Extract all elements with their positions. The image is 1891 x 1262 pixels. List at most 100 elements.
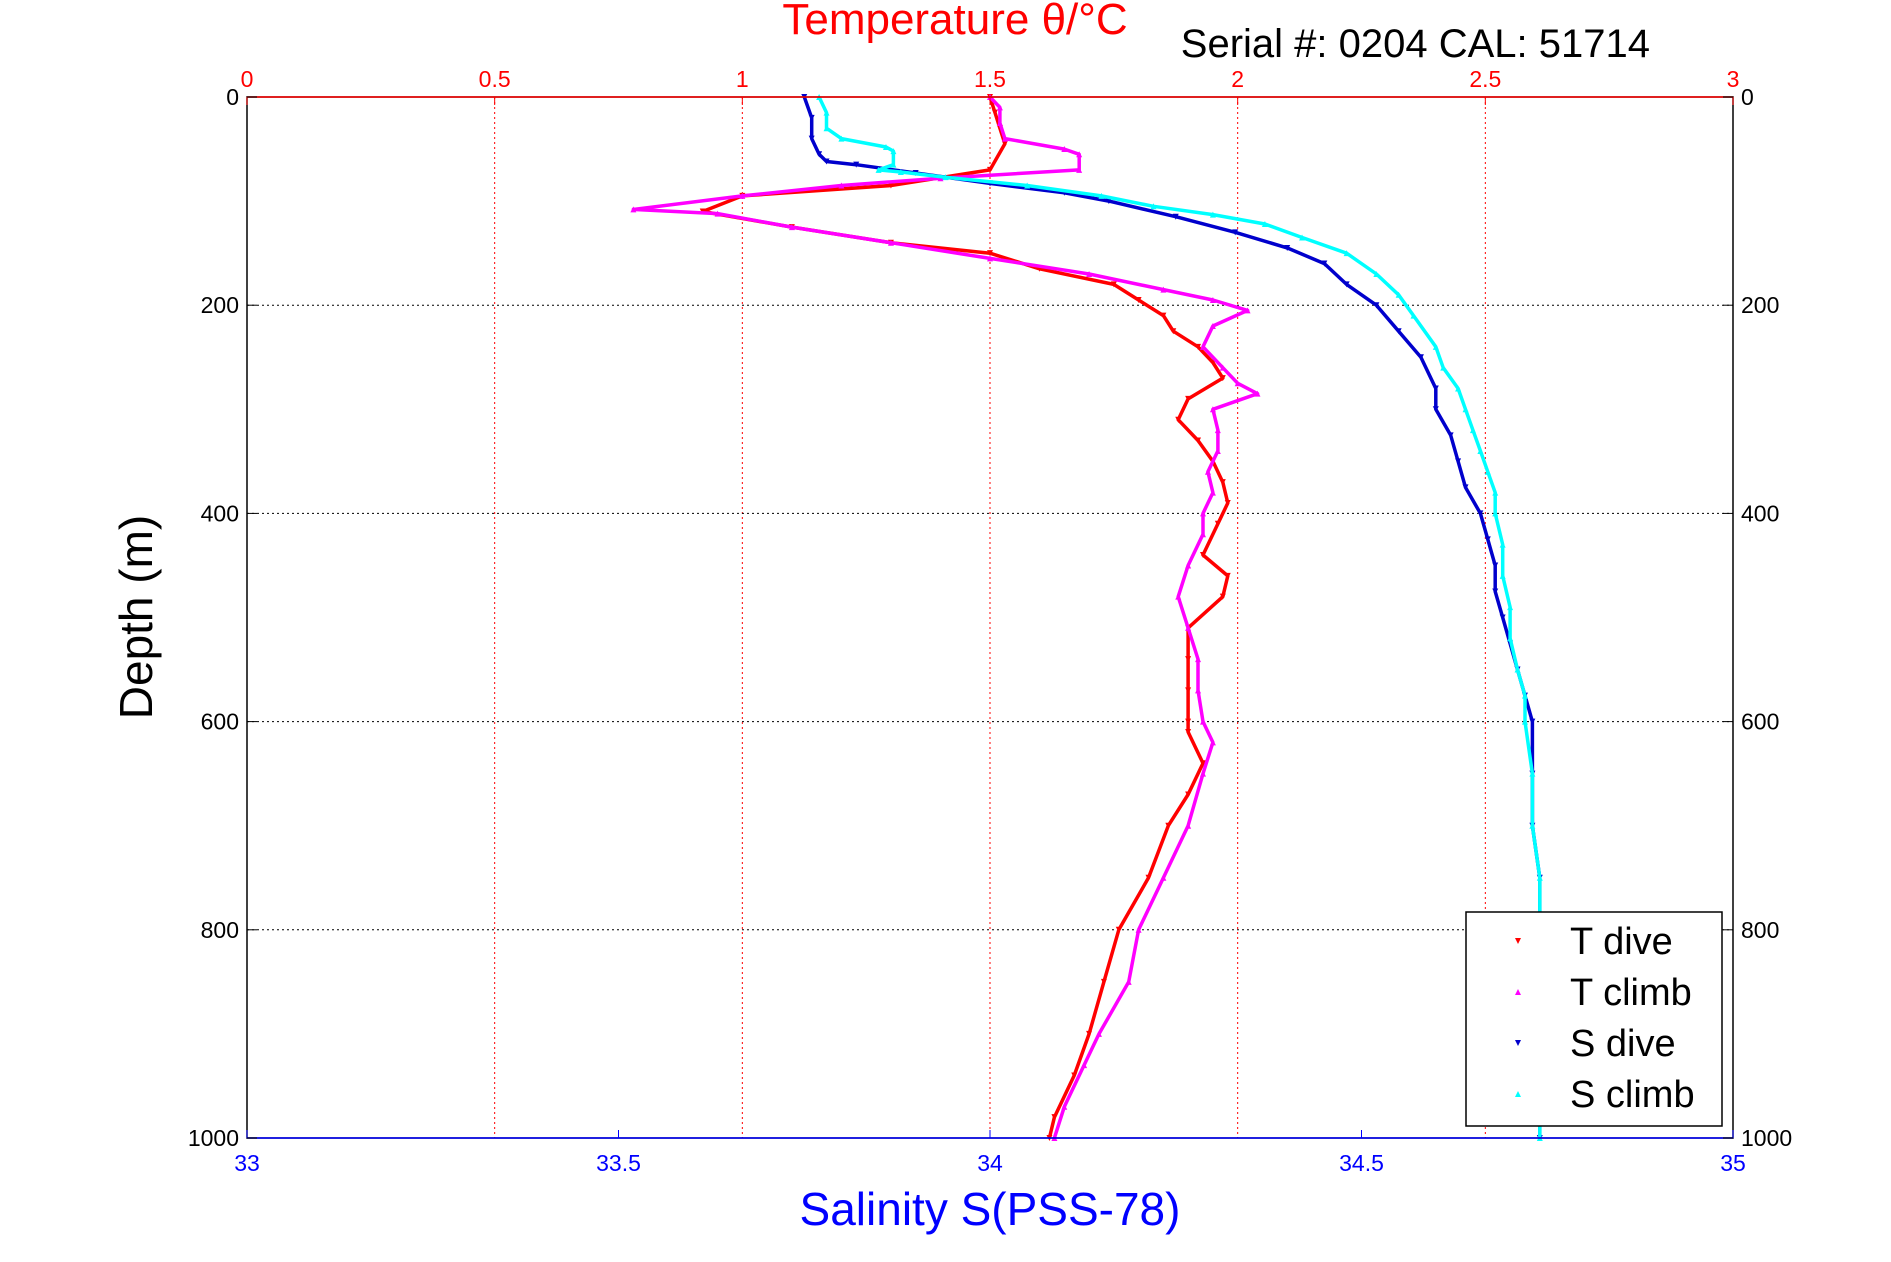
x-axis-label: Salinity S(PSS-78) bbox=[800, 1183, 1181, 1235]
chart-title: Temperature θ/°C bbox=[782, 0, 1127, 44]
data-point bbox=[1076, 151, 1083, 158]
data-point bbox=[838, 135, 845, 142]
temp-tick-label: 1.5 bbox=[974, 66, 1006, 92]
legend-label: S climb bbox=[1570, 1074, 1695, 1116]
data-point bbox=[1514, 666, 1521, 673]
data-point bbox=[882, 143, 889, 150]
data-point bbox=[1001, 135, 1008, 142]
data-point bbox=[1410, 312, 1417, 319]
data-point bbox=[1185, 395, 1192, 402]
data-point bbox=[1195, 437, 1202, 444]
data-point bbox=[1199, 510, 1206, 517]
data-point bbox=[714, 210, 721, 217]
data-point bbox=[1214, 520, 1221, 527]
data-point bbox=[1455, 458, 1462, 465]
data-point bbox=[1209, 406, 1216, 413]
data-point bbox=[1175, 416, 1182, 423]
depth-tick-label-right: 0 bbox=[1741, 84, 1754, 110]
data-point bbox=[1477, 447, 1484, 454]
data-point bbox=[1185, 822, 1192, 829]
temp-tick-label: 0.5 bbox=[479, 66, 511, 92]
data-point bbox=[1492, 562, 1499, 569]
temp-tick-label: 2.5 bbox=[1469, 66, 1501, 92]
legend-marker bbox=[1515, 1040, 1521, 1046]
depth-tick-label: 600 bbox=[201, 709, 239, 735]
legend: T dive T climb S dive S climb bbox=[1465, 911, 1723, 1127]
data-point bbox=[788, 224, 795, 231]
data-point bbox=[1529, 718, 1536, 725]
data-point bbox=[1469, 427, 1476, 434]
data-point bbox=[1343, 281, 1350, 288]
data-point bbox=[1462, 484, 1469, 491]
data-point bbox=[1199, 552, 1206, 559]
y-axis-label: Depth (m) bbox=[110, 515, 162, 719]
data-point bbox=[996, 104, 1003, 111]
data-point bbox=[991, 109, 998, 116]
data-point bbox=[890, 161, 897, 168]
data-point bbox=[1110, 281, 1117, 288]
depth-tick-label: 0 bbox=[226, 84, 239, 110]
data-point bbox=[823, 158, 830, 165]
data-point bbox=[1395, 291, 1402, 298]
data-point bbox=[1001, 140, 1008, 147]
data-point bbox=[1125, 978, 1132, 985]
data-point bbox=[1098, 192, 1105, 199]
data-point bbox=[1160, 312, 1167, 319]
data-point bbox=[1024, 182, 1031, 189]
data-point bbox=[1086, 1030, 1093, 1037]
salinity-tick-label: 33.5 bbox=[596, 1150, 641, 1176]
data-point bbox=[1234, 380, 1241, 387]
series-s-climb bbox=[816, 94, 1543, 1141]
data-point bbox=[1209, 489, 1216, 496]
legend-label: T climb bbox=[1570, 972, 1692, 1014]
data-point bbox=[1484, 536, 1491, 543]
data-point bbox=[1185, 656, 1192, 663]
data-point bbox=[1199, 343, 1206, 350]
data-point bbox=[1219, 375, 1226, 382]
legend-marker bbox=[1515, 938, 1521, 944]
legend-marker bbox=[1515, 989, 1521, 995]
data-point bbox=[1076, 166, 1083, 173]
salinity-tick-label: 35 bbox=[1720, 1150, 1746, 1176]
temp-tick-label: 0 bbox=[241, 66, 254, 92]
legend-label: S dive bbox=[1570, 1023, 1676, 1065]
data-point bbox=[1135, 296, 1142, 303]
data-point bbox=[1507, 604, 1514, 611]
data-point bbox=[1209, 323, 1216, 330]
data-point bbox=[996, 120, 1003, 127]
data-point bbox=[1204, 468, 1211, 475]
depth-tick-label: 400 bbox=[201, 500, 239, 526]
data-point bbox=[1395, 328, 1402, 335]
data-point bbox=[1484, 468, 1491, 475]
data-point bbox=[1195, 656, 1202, 663]
depth-tick-label-right: 800 bbox=[1741, 917, 1779, 943]
data-point bbox=[1492, 489, 1499, 496]
data-point bbox=[1199, 760, 1206, 767]
data-point bbox=[1244, 307, 1251, 314]
data-point bbox=[1499, 541, 1506, 548]
depth-tick-label: 200 bbox=[201, 292, 239, 318]
data-point bbox=[875, 166, 882, 173]
data-point bbox=[1321, 260, 1328, 267]
data-point bbox=[1086, 270, 1093, 277]
data-point bbox=[1095, 1030, 1102, 1037]
data-point bbox=[1492, 588, 1499, 595]
temp-tick-label: 2 bbox=[1231, 66, 1244, 92]
data-point bbox=[1499, 614, 1506, 621]
data-point bbox=[1150, 203, 1157, 210]
data-point bbox=[1432, 385, 1439, 392]
depth-tick-label-right: 600 bbox=[1741, 709, 1779, 735]
data-point bbox=[739, 192, 746, 199]
data-point bbox=[1254, 390, 1261, 397]
data-point bbox=[1529, 822, 1536, 829]
data-point bbox=[1507, 635, 1514, 642]
data-point bbox=[1261, 221, 1268, 228]
data-point bbox=[1219, 479, 1226, 486]
data-point bbox=[1209, 739, 1216, 746]
data-point bbox=[1432, 343, 1439, 350]
data-point bbox=[897, 168, 904, 175]
data-point bbox=[1343, 250, 1350, 257]
temp-tick-label: 1 bbox=[736, 66, 749, 92]
